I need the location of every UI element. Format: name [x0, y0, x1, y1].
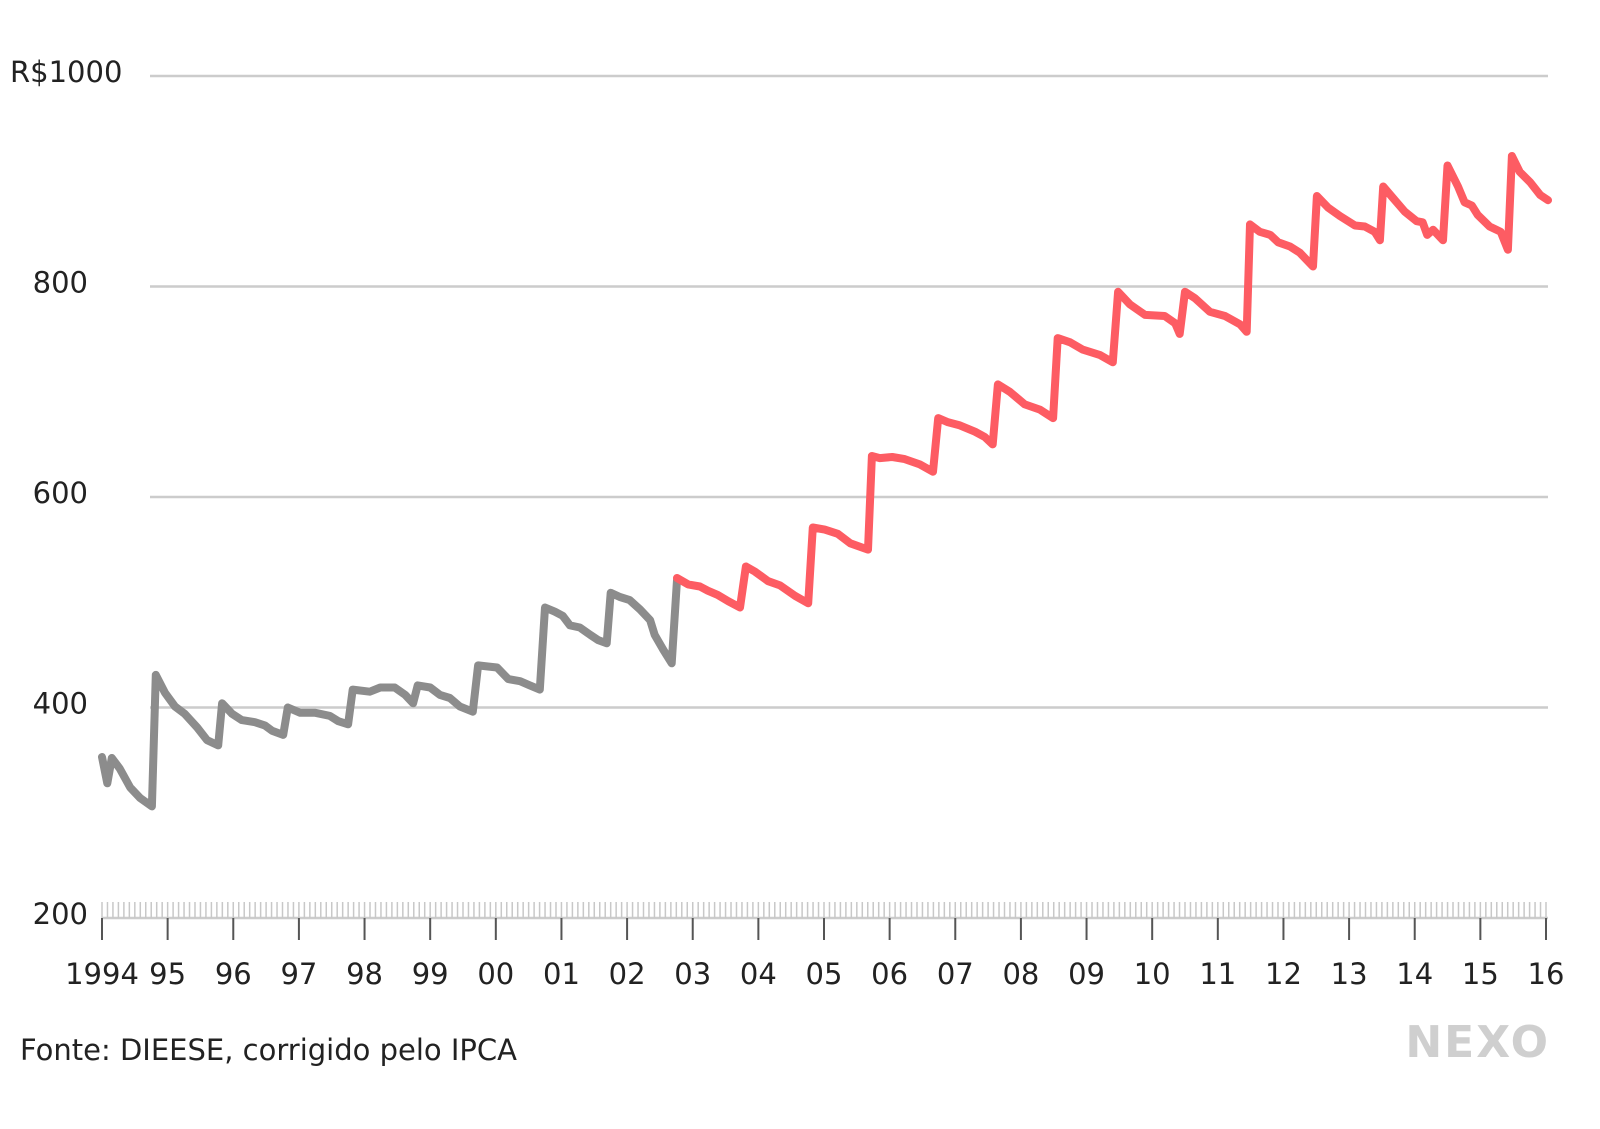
x-tick-label: 04 [740, 957, 777, 991]
x-tick-label: 99 [412, 957, 449, 991]
x-tick-label: 00 [477, 957, 514, 991]
x-tick-label: 05 [806, 957, 843, 991]
x-tick-label: 03 [674, 957, 711, 991]
y-tick-label: 800 [33, 266, 88, 300]
x-tick-label: 98 [346, 957, 383, 991]
y-tick-label: 400 [33, 687, 88, 721]
x-tick-label: 95 [149, 957, 186, 991]
y-tick-label: 200 [33, 897, 88, 931]
x-tick-label: 97 [280, 957, 317, 991]
source: Fonte: DIEESE, corrigido pelo IPCA [20, 1033, 517, 1067]
x-tick-label: 14 [1396, 957, 1433, 991]
x-tick-label: 10 [1134, 957, 1171, 991]
x-tick-label: 02 [609, 957, 646, 991]
y-tick-label: 600 [33, 476, 88, 510]
x-tick-label: 12 [1265, 957, 1302, 991]
logo: NEXO [1405, 1017, 1550, 1068]
series-line [98, 576, 681, 811]
x-tick-label: 01 [543, 957, 580, 991]
x-tick-label: 06 [871, 957, 908, 991]
x-tick-label: 16 [1528, 957, 1565, 991]
y-tick-label: R$1000 [10, 55, 122, 89]
x-tick-label: 1994 [65, 957, 139, 991]
x-tick-label: 07 [937, 957, 974, 991]
x-tick-label: 09 [1068, 957, 1105, 991]
x-tick-label: 15 [1462, 957, 1499, 991]
x-tick-label: 08 [1002, 957, 1039, 991]
x-tick-label: 96 [215, 957, 252, 991]
x-tick-label: 11 [1199, 957, 1236, 991]
series-line [673, 152, 1552, 612]
x-tick-label: 13 [1331, 957, 1368, 991]
